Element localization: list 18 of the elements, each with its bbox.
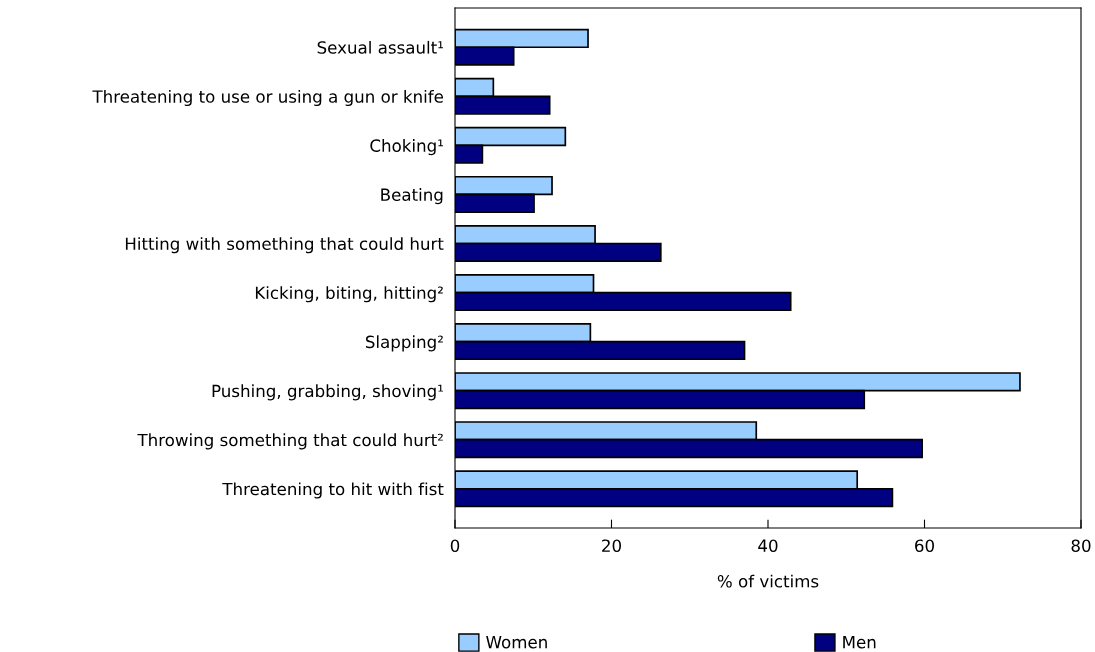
y-tick-label: Threatening to hit with fist: [222, 482, 444, 499]
x-tick-label: 60: [915, 539, 934, 553]
y-tick-label: Beating: [381, 188, 443, 205]
y-tick-label: Pushing, grabbing, shoving¹: [212, 384, 443, 401]
y-tick-label: Sexual assault¹: [317, 40, 443, 54]
y-tick-label: Slapping²: [365, 335, 443, 352]
y-tick-label: Kicking, biting, hitting²: [255, 286, 443, 303]
x-tick-label: 20: [602, 539, 621, 553]
x-axis-title: % of victims: [717, 574, 819, 588]
x-tick-label: 80: [1071, 539, 1091, 553]
legend-label: Women: [486, 636, 547, 649]
y-tick-label: Throwing something that could hurt²: [137, 433, 443, 450]
x-tick-label: 0: [450, 539, 460, 553]
y-tick-label: Threatening to use or using a gun or knife: [92, 89, 444, 107]
x-tick-label: 40: [758, 539, 778, 553]
y-tick-label: Hitting with something that could hurt: [125, 237, 444, 254]
legend-label: Men: [843, 636, 876, 649]
y-tick-label: Choking¹: [370, 139, 443, 156]
